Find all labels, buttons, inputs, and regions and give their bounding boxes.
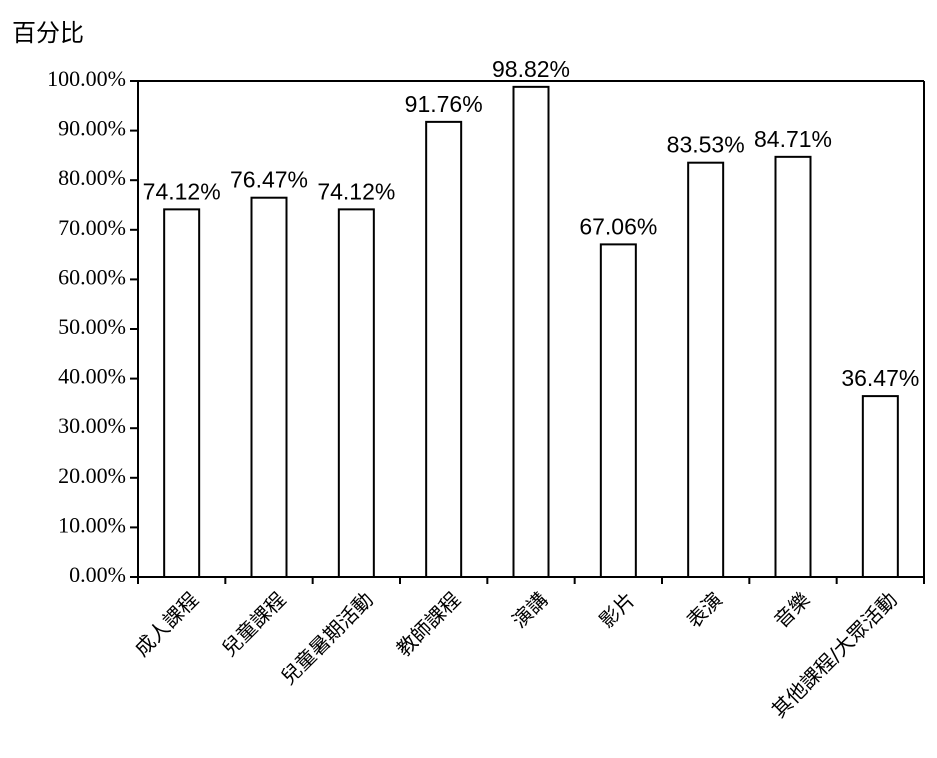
x-tick-label: 表演	[682, 587, 727, 632]
y-tick-label: 20.00%	[58, 463, 126, 488]
bar	[250, 196, 288, 578]
y-tick-label: 30.00%	[58, 413, 126, 438]
y-tick-label: 60.00%	[58, 264, 126, 289]
bar	[774, 155, 812, 578]
y-tick-label: 80.00%	[58, 165, 126, 190]
bar	[425, 120, 463, 579]
x-tick-label: 演講	[507, 587, 552, 632]
y-tick-label: 50.00%	[58, 314, 126, 339]
y-tick-label: 70.00%	[58, 215, 126, 240]
y-ticks: 0.00% 10.00% 20.00% 30.00% 40.00% 50.00% 60.00…	[47, 66, 138, 587]
data-label: 74.12%	[317, 178, 395, 204]
bar	[861, 395, 899, 578]
x-tick-label: 兒童暑期活動	[276, 587, 378, 689]
data-label: 84.71%	[754, 126, 832, 152]
bar	[599, 243, 637, 579]
bar	[337, 208, 375, 578]
y-tick-label: 10.00%	[58, 512, 126, 537]
y-tick-label: 100.00%	[47, 66, 126, 91]
y-tick-label: 40.00%	[58, 364, 126, 389]
y-tick-label: 90.00%	[58, 116, 126, 141]
bar	[163, 208, 201, 578]
y-tick-label: 0.00%	[69, 562, 126, 587]
bar	[512, 85, 550, 578]
data-label: 83.53%	[667, 132, 745, 158]
data-label: 91.76%	[405, 91, 483, 117]
x-tick-label: 成人課程	[130, 587, 204, 661]
bars	[163, 85, 899, 579]
data-label: 74.12%	[143, 178, 221, 204]
x-tick-label: 教師課程	[392, 587, 466, 661]
data-label: 76.47%	[230, 167, 308, 193]
y-axis-label: 百分比	[12, 19, 84, 47]
x-tick-label: 兒童課程	[217, 587, 291, 661]
x-tick-label: 音樂	[769, 587, 814, 632]
x-tick-label: 影片	[595, 587, 640, 632]
data-label: 36.47%	[841, 365, 919, 391]
data-label: 67.06%	[579, 213, 657, 239]
data-labels: 74.12% 76.47% 74.12% 91.76% 98.82% 67.06% 83.5…	[143, 56, 920, 391]
data-label: 98.82%	[492, 56, 570, 82]
bar	[687, 161, 725, 578]
